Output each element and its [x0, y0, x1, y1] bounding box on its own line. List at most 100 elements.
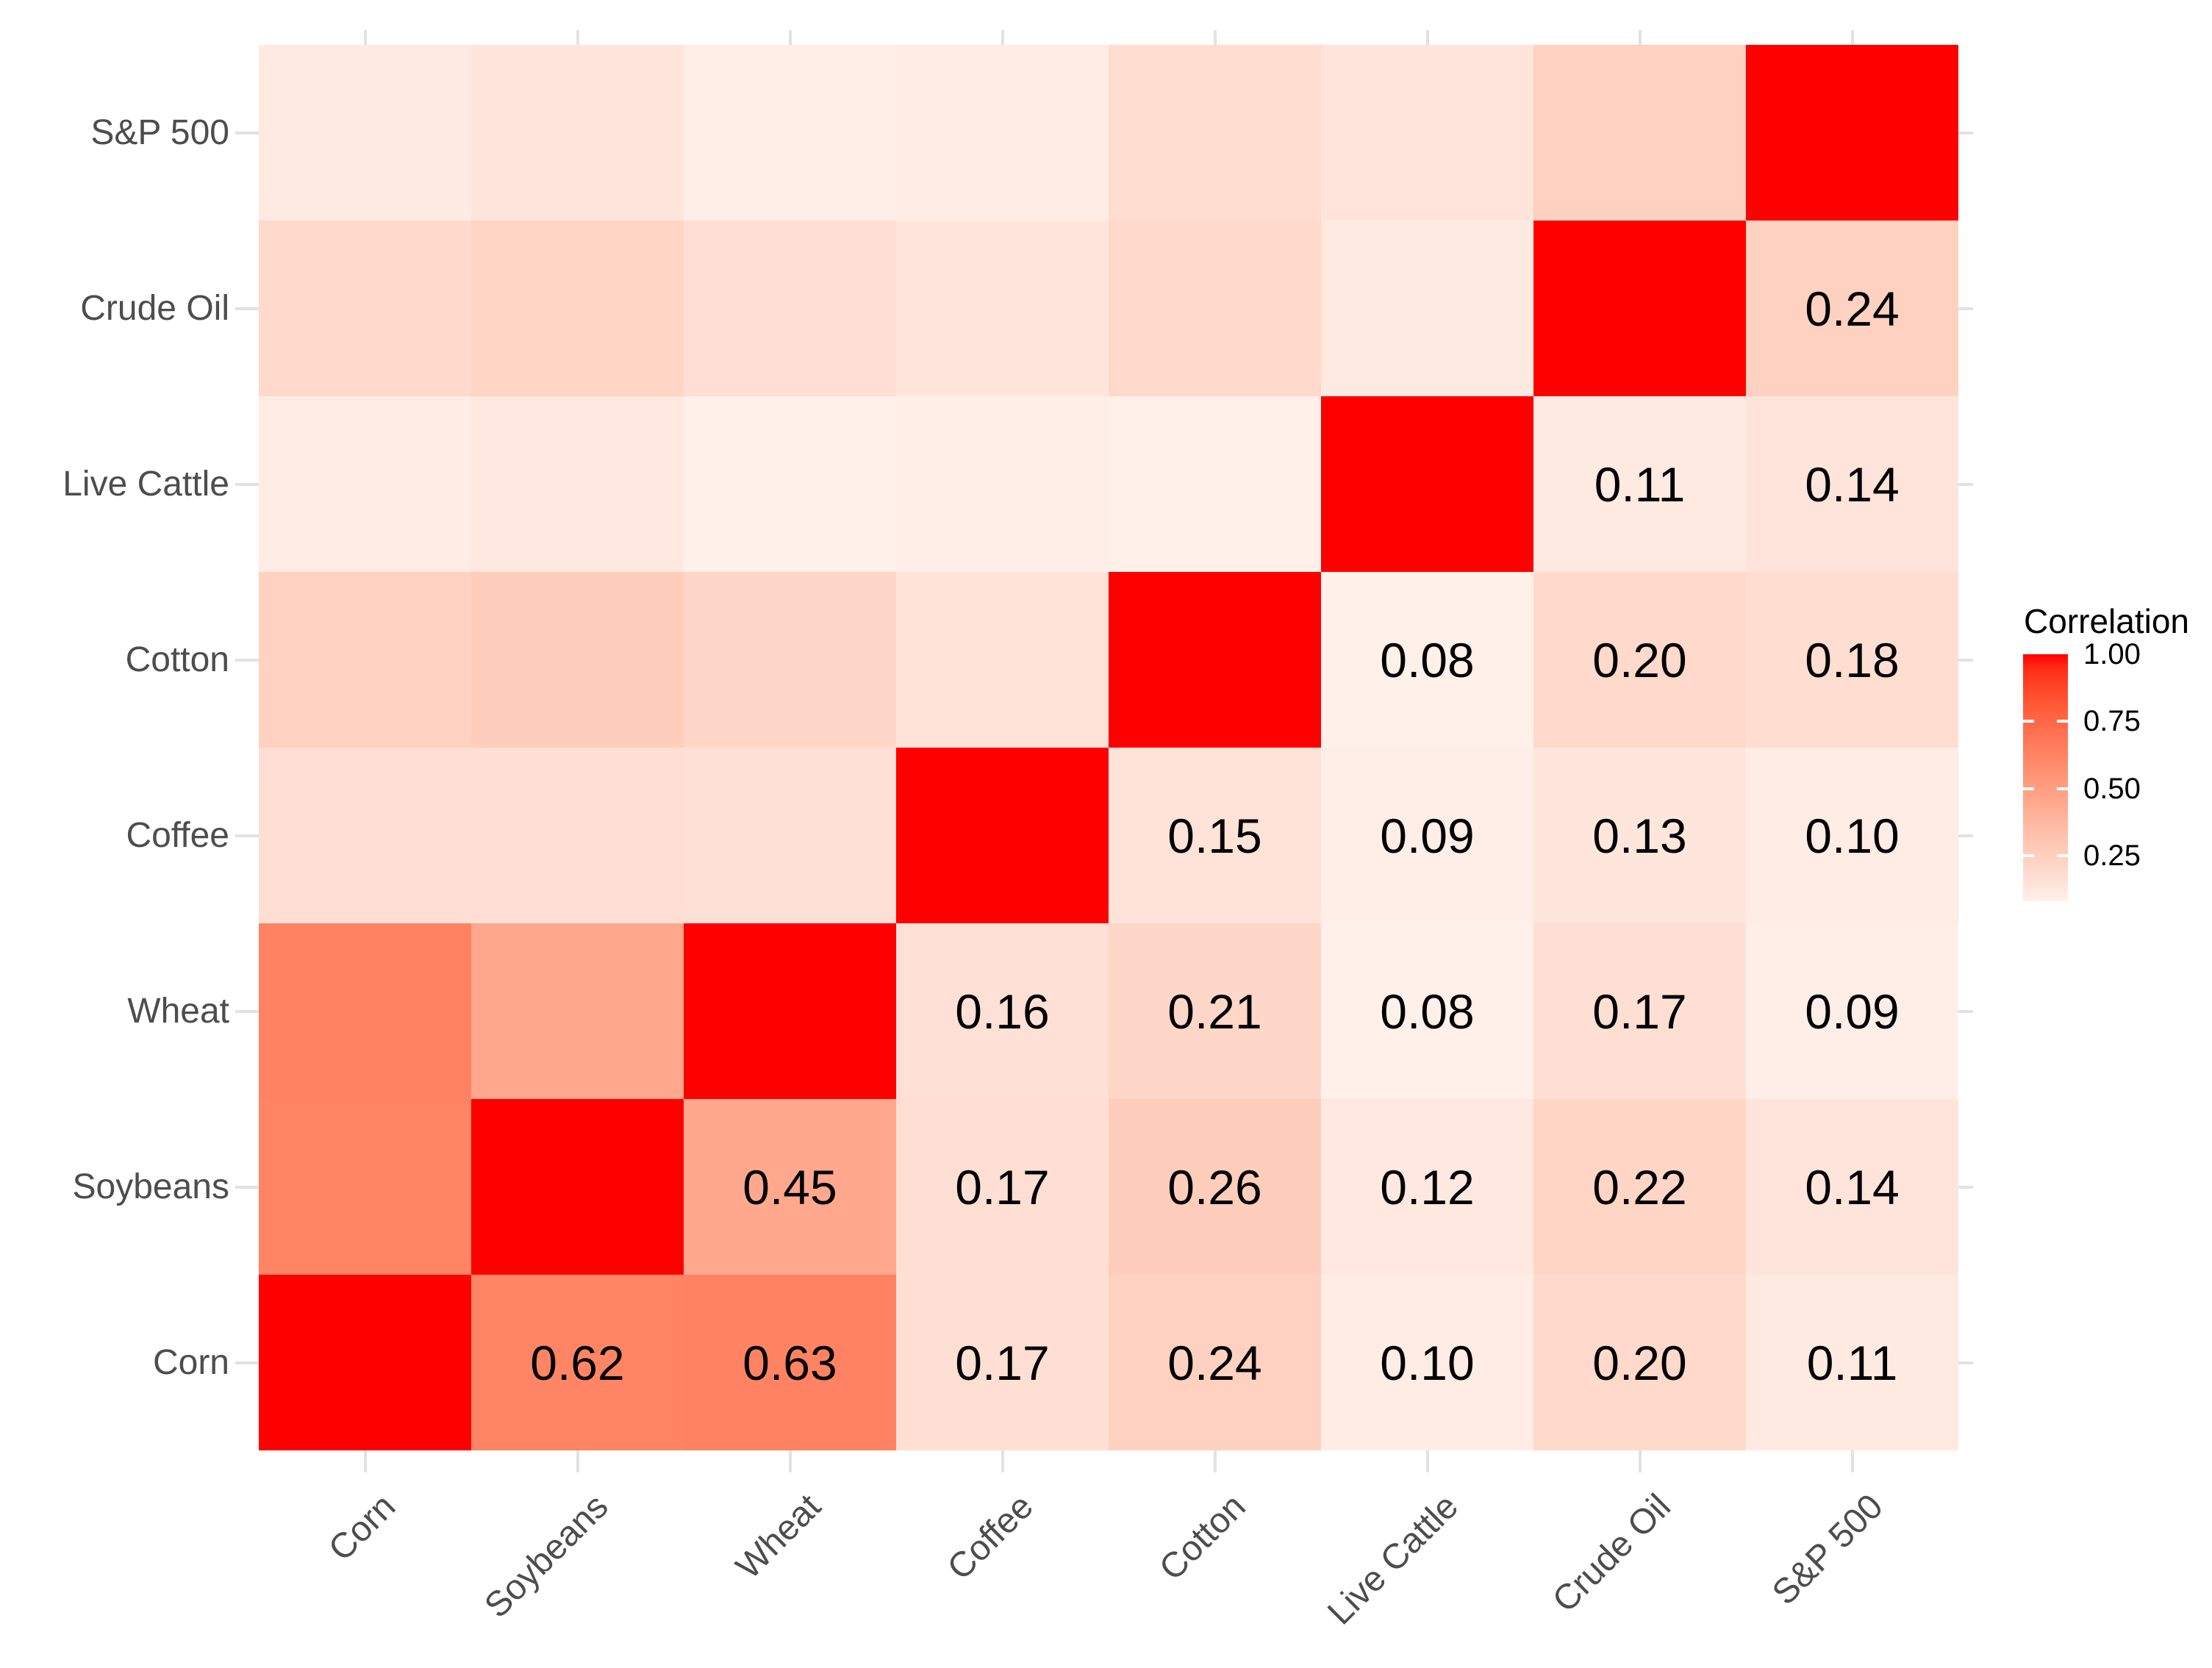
axis-tick [1958, 834, 1973, 837]
heatmap-cell [684, 923, 896, 1099]
axis-tick [1958, 1009, 1973, 1013]
heatmap-cell [1746, 748, 1958, 923]
cell-value-label: 0.45 [742, 1159, 837, 1214]
heatmap-cell [1533, 396, 1746, 572]
x-axis-label-text: Corn [321, 1486, 404, 1569]
heatmap-cell [1109, 923, 1321, 1099]
heatmap-cell [259, 396, 471, 572]
cell-value-label: 0.08 [1380, 984, 1475, 1039]
axis-tick [788, 30, 792, 45]
heatmap-cell [1321, 396, 1533, 572]
cell-value-label: 0.11 [1594, 457, 1686, 512]
heatmap-cell [259, 923, 471, 1099]
cell-value-label: 0.17 [955, 1159, 1050, 1214]
x-axis-label-text: S&P 500 [1764, 1486, 1891, 1613]
x-axis-label-text: Live Cattle [1320, 1486, 1466, 1633]
y-axis-label: Coffee [126, 816, 229, 855]
heatmap-cell [1533, 923, 1746, 1099]
heatmap-cell [1746, 396, 1958, 572]
cell-value-label: 0.26 [1167, 1159, 1262, 1214]
cell-value-label: 0.20 [1592, 632, 1687, 687]
axis-tick [576, 1450, 579, 1472]
cell-value-label: 0.13 [1592, 808, 1687, 863]
y-axis-label: Soybeans [72, 1167, 230, 1206]
x-axis-label-text: Crude Oil [1545, 1486, 1678, 1620]
axis-tick [1425, 30, 1429, 45]
heatmap-cell [684, 1275, 896, 1450]
heatmap-cell [1746, 1099, 1958, 1275]
axis-tick [1213, 1450, 1217, 1472]
heatmap-cell [1109, 572, 1321, 748]
heatmap-cell [1109, 748, 1321, 923]
axis-tick [235, 834, 259, 837]
x-axis-label-text: Cotton [1152, 1486, 1253, 1589]
heatmap-cell [259, 1275, 471, 1450]
heatmap-cell [1321, 572, 1533, 748]
axis-tick [1850, 30, 1854, 45]
heatmap-cell [896, 221, 1109, 396]
heatmap-cell [1533, 1099, 1746, 1275]
cell-value-label: 0.21 [1167, 984, 1262, 1039]
axis-tick [1850, 1450, 1854, 1472]
legend-tick-label: 0.75 [2083, 705, 2141, 738]
heatmap-cell [1109, 1275, 1321, 1450]
heatmap-cell [896, 572, 1109, 748]
heatmap-cell [471, 45, 684, 221]
legend-bar-tick [2057, 720, 2068, 723]
axis-tick [1958, 482, 1973, 486]
heatmap-cell [1321, 221, 1533, 396]
cell-value-label: 0.09 [1805, 984, 1900, 1039]
heatmap-cell [1533, 1275, 1746, 1450]
legend-colorbar [2023, 654, 2068, 901]
axis-tick [1958, 131, 1973, 135]
legend-bar-tick [2023, 853, 2034, 857]
heatmap-cell [896, 396, 1109, 572]
cell-value-label: 0.15 [1167, 808, 1262, 863]
axis-tick [1425, 1450, 1429, 1472]
heatmap-cell [684, 748, 896, 923]
heatmap-cell [1533, 45, 1746, 221]
heatmap-cell [471, 572, 684, 748]
axis-tick [1638, 30, 1642, 45]
heatmap-cell [1746, 572, 1958, 748]
heatmap-cell [1746, 1275, 1958, 1450]
heatmap-cell [1109, 396, 1321, 572]
heatmap-cell [1533, 572, 1746, 748]
cell-value-label: 0.16 [955, 984, 1050, 1039]
axis-tick [1001, 30, 1004, 45]
heatmap-cell [259, 748, 471, 923]
legend-tick-label: 0.50 [2083, 772, 2141, 805]
cell-value-label: 0.18 [1805, 632, 1900, 687]
legend-tick-label: 1.00 [2083, 638, 2141, 670]
heatmap-cell [259, 45, 471, 221]
heatmap-cell [471, 1099, 684, 1275]
y-axis-label: Live Cattle [62, 465, 229, 504]
heatmap-cell [1109, 45, 1321, 221]
axis-tick [1958, 307, 1973, 310]
heatmap-cell [1321, 748, 1533, 923]
cell-value-label: 0.14 [1805, 457, 1900, 512]
heatmap-cell [471, 1275, 684, 1450]
cell-value-label: 0.24 [1805, 281, 1900, 336]
y-axis-label: Corn [152, 1343, 229, 1382]
heatmap-cell [684, 221, 896, 396]
cell-value-label: 0.14 [1805, 1159, 1900, 1214]
axis-tick [1638, 1450, 1642, 1472]
heatmap-cell [1746, 221, 1958, 396]
heatmap-cell [896, 923, 1109, 1099]
y-axis-label: Wheat [127, 992, 229, 1031]
axis-tick [235, 482, 259, 486]
heatmap-cell [471, 396, 684, 572]
heatmap-cell [1109, 1099, 1321, 1275]
heatmap-cell [1321, 1099, 1533, 1275]
axis-tick [1958, 1361, 1973, 1364]
axis-tick [235, 1361, 259, 1364]
axis-tick [788, 1450, 792, 1472]
axis-tick [235, 131, 259, 135]
cell-value-label: 0.17 [1592, 984, 1687, 1039]
legend-bar-tick [2057, 853, 2068, 857]
cell-value-label: 0.24 [1167, 1335, 1262, 1390]
axis-tick [1001, 1450, 1004, 1472]
heatmap-cell [684, 572, 896, 748]
